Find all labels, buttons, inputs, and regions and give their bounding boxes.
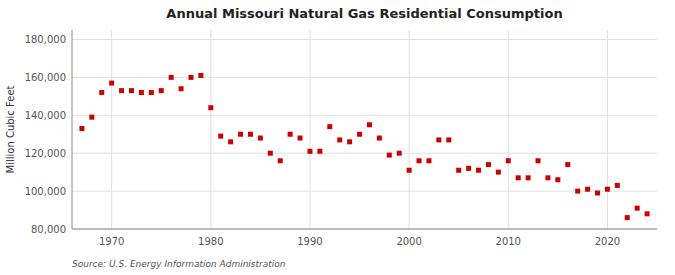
point [258,136,263,141]
point [327,124,332,129]
point [575,189,580,194]
grid-line-x [309,30,310,229]
y-tick-label: 100,000 [25,186,66,197]
point [545,175,550,180]
point [89,115,94,120]
point [307,149,312,154]
point [288,132,293,137]
point [456,168,461,173]
point [635,206,640,211]
point [417,158,422,163]
point [615,183,620,188]
y-axis-label: Million Cubic Feet [5,85,16,173]
point [317,149,322,154]
point [407,168,412,173]
point [129,88,134,93]
grid [72,30,657,229]
point [188,75,193,80]
grid-line-y [72,191,657,192]
y-tick-label: 160,000 [25,72,66,83]
annotation: Source: U.S. Energy Information Administ… [72,259,286,269]
point [169,75,174,80]
grid-line-x [210,30,211,229]
y-tick-label: 180,000 [25,34,66,45]
point [228,139,233,144]
point [248,132,253,137]
title: Annual Missouri Natural Gas Residential … [166,6,562,21]
point [486,162,491,167]
x-tick-label: 2010 [496,236,521,247]
point [536,158,541,163]
point [436,137,441,142]
point [426,158,431,163]
point [268,151,273,156]
point [387,153,392,158]
grid-line-x [508,30,509,229]
grid-line-y [72,229,657,230]
point [109,81,114,86]
point [625,215,630,220]
chart-container: Annual Missouri Natural Gas Residential … [0,0,675,275]
grid-line-y [72,77,657,78]
point [347,139,352,144]
point [139,90,144,95]
point [238,132,243,137]
point [179,86,184,91]
chart: Annual Missouri Natural Gas Residential … [0,0,675,275]
point [645,211,650,216]
point [159,88,164,93]
point [446,137,451,142]
x-tick-label: 2020 [595,236,620,247]
point [337,137,342,142]
point [585,187,590,192]
grid-line-y [72,39,657,40]
point [377,136,382,141]
point [476,168,481,173]
point [466,166,471,171]
point [526,175,531,180]
point [198,73,203,78]
point [397,151,402,156]
point [357,132,362,137]
x-tick-label: 2000 [396,236,421,247]
grid-line-x [409,30,410,229]
x-axis-line [72,229,657,230]
grid-line-x [111,30,112,229]
point [99,90,104,95]
point [506,158,511,163]
point [278,158,283,163]
point [496,170,501,175]
y-tick-label: 80,000 [31,224,66,235]
point [208,105,213,110]
axes: 80,000 100,000 120,000 140,000 160,000 180,00… [25,30,657,247]
grid-line-x [607,30,608,229]
y-axis-line [72,30,73,229]
x-tick-label: 1990 [297,236,322,247]
point [218,134,223,139]
point [565,162,570,167]
grid-line-y [72,115,657,116]
point [516,175,521,180]
point [79,126,84,131]
data-points [79,73,649,220]
point [605,187,610,192]
point [367,122,372,127]
x-tick-label: 1970 [99,236,124,247]
point [298,136,303,141]
point [119,88,124,93]
point [595,190,600,195]
y-tick-label: 140,000 [25,110,66,121]
point [555,177,560,182]
grid-line-y [72,153,657,154]
x-tick-label: 1980 [198,236,223,247]
point [149,90,154,95]
y-tick-label: 120,000 [25,148,66,159]
